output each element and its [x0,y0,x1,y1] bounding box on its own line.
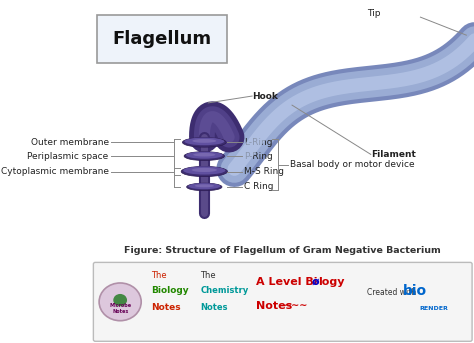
Text: RENDER: RENDER [419,306,448,311]
Text: L-Ring: L-Ring [244,138,272,147]
Text: Outer membrane: Outer membrane [30,138,109,147]
Ellipse shape [181,166,228,177]
Text: The: The [151,271,166,280]
Ellipse shape [187,183,222,191]
Ellipse shape [183,166,225,175]
Text: Flagellum: Flagellum [113,31,212,48]
Ellipse shape [186,152,223,159]
Circle shape [99,283,141,321]
Text: ø: ø [311,277,319,287]
Ellipse shape [184,152,225,161]
Text: Notes: Notes [112,309,128,314]
Text: C Ring: C Ring [244,182,273,191]
Text: Notes: Notes [151,304,181,312]
Text: logy: logy [319,277,345,287]
Ellipse shape [188,183,220,189]
Ellipse shape [184,138,224,145]
Text: Notes: Notes [201,304,228,312]
FancyBboxPatch shape [93,262,472,341]
Text: Tip: Tip [367,9,381,18]
Text: Hook: Hook [252,92,278,100]
Text: Figure: Structure of Flagellum of Gram Negative Bacterium: Figure: Structure of Flagellum of Gram N… [124,246,441,255]
Text: A Level Bi: A Level Bi [256,277,318,287]
Ellipse shape [193,153,215,156]
Ellipse shape [192,139,216,143]
Ellipse shape [182,138,226,147]
Text: Notes: Notes [256,301,292,311]
Ellipse shape [191,168,217,172]
Text: ∼∼∼: ∼∼∼ [283,301,308,311]
Ellipse shape [195,184,214,187]
Text: Microbe: Microbe [109,304,131,308]
Text: P-Ring: P-Ring [244,152,273,161]
Text: Cytoplasmic membrane: Cytoplasmic membrane [0,167,109,176]
Text: Filament: Filament [371,150,416,159]
Text: Biology: Biology [151,286,188,295]
Text: Created with: Created with [367,288,416,297]
Text: Periplasmic space: Periplasmic space [27,152,109,161]
Circle shape [113,294,127,306]
Text: bio: bio [403,284,428,298]
Text: Chemistry: Chemistry [201,286,249,295]
FancyBboxPatch shape [97,15,227,63]
Text: M-S Ring: M-S Ring [244,167,284,176]
Text: The: The [201,271,216,280]
Text: Basal body or motor device: Basal body or motor device [290,160,414,169]
